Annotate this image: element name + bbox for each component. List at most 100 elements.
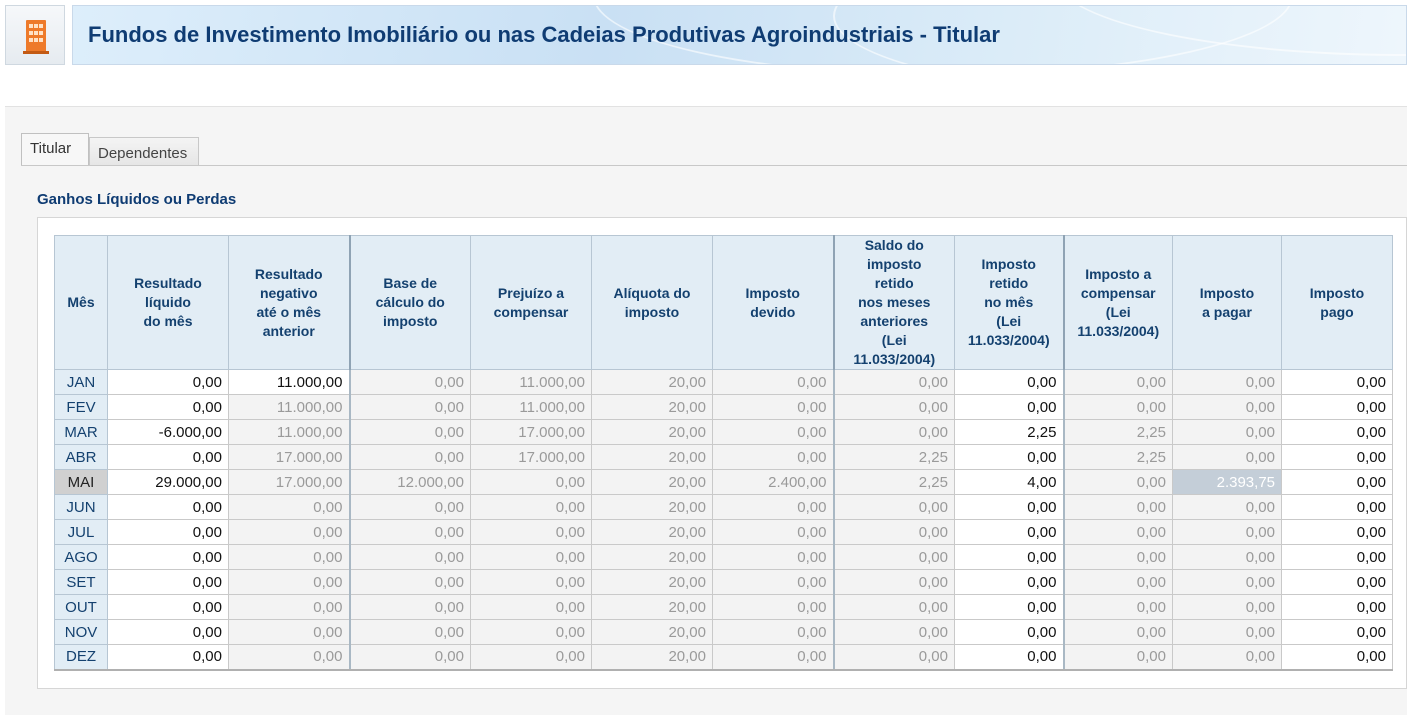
value-input-cell[interactable]: 0,00 [954, 544, 1064, 570]
table-row: OUT 0,00 0,00 0,00 0,00 20,00 0,00 0,00 0,00 0,00… [54, 594, 1393, 620]
value-cell: 0,00 [348, 644, 471, 671]
value-input-cell[interactable]: 0,00 [107, 644, 229, 671]
value-input-cell[interactable]: 0,00 [954, 519, 1064, 545]
value-input-cell[interactable]: 0,00 [954, 619, 1064, 645]
value-input-cell[interactable]: 0,00 [954, 494, 1064, 520]
value-cell: 0,00 [1062, 494, 1173, 520]
value-input-cell[interactable]: 0,00 [107, 394, 229, 420]
value-cell: 0,00 [1172, 419, 1282, 445]
value-input-cell[interactable]: 0,00 [954, 594, 1064, 620]
month-cell[interactable]: NOV [54, 619, 108, 645]
value-input-cell[interactable]: 0,00 [1281, 419, 1393, 445]
value-cell: 0,00 [1172, 394, 1282, 420]
value-input-cell[interactable]: -6.000,00 [107, 419, 229, 445]
value-cell: 20,00 [591, 444, 713, 470]
value-cell: 0,00 [228, 519, 350, 545]
month-cell[interactable]: AGO [54, 544, 108, 570]
value-cell: 0,00 [712, 444, 834, 470]
value-input-cell[interactable]: 0,00 [1281, 544, 1393, 570]
value-input-cell[interactable]: 0,00 [954, 369, 1064, 395]
value-cell: 0,00 [228, 619, 350, 645]
table-row: FEV 0,00 11.000,00 0,00 11.000,00 20,00 0,00 0,… [54, 394, 1393, 420]
value-input-cell[interactable]: 0,00 [1281, 569, 1393, 595]
value-input-cell[interactable]: 0,00 [1281, 594, 1393, 620]
value-cell: 2.393,75 [1172, 469, 1282, 495]
value-input-cell[interactable]: 0,00 [107, 519, 229, 545]
column-header: Imposto retido no mês (Lei 11.033/2004) [954, 235, 1064, 370]
value-cell: 0,00 [348, 594, 471, 620]
value-cell: 0,00 [348, 619, 471, 645]
value-input-cell[interactable]: 0,00 [107, 444, 229, 470]
column-header: Resultado negativo até o mês anterior [228, 235, 350, 370]
table-row: MAR -6.000,00 11.000,00 0,00 17.000,00 20,00 0… [54, 419, 1393, 445]
value-cell: 0,00 [348, 394, 471, 420]
value-input-cell[interactable]: 0,00 [954, 569, 1064, 595]
month-cell[interactable]: OUT [54, 594, 108, 620]
value-input-cell[interactable]: 0,00 [107, 619, 229, 645]
value-cell: 0,00 [832, 494, 955, 520]
column-header: Prejuízo a compensar [470, 235, 592, 370]
month-cell[interactable]: JAN [54, 369, 108, 395]
value-cell: 0,00 [832, 544, 955, 570]
value-cell: 0,00 [832, 394, 955, 420]
value-input-cell[interactable]: 29.000,00 [107, 469, 229, 495]
value-cell: 0,00 [832, 594, 955, 620]
month-cell[interactable]: ABR [54, 444, 108, 470]
table-row: ABR 0,00 17.000,00 0,00 17.000,00 20,00 0,00 2,… [54, 444, 1393, 470]
value-input-cell[interactable]: 0,00 [107, 569, 229, 595]
table-container: Mês Resultado líquido do mês Resultado neg… [37, 217, 1407, 689]
value-cell: 0,00 [1172, 619, 1282, 645]
value-input-cell[interactable]: 0,00 [1281, 644, 1393, 671]
value-cell: 0,00 [1062, 644, 1173, 671]
tab-dependentes[interactable]: Dependentes [89, 137, 199, 165]
value-input-cell[interactable]: 0,00 [107, 594, 229, 620]
header-row: Mês Resultado líquido do mês Resultado neg… [54, 235, 1393, 370]
value-input-cell[interactable]: 0,00 [1281, 469, 1393, 495]
value-cell: 11.000,00 [470, 394, 592, 420]
month-cell[interactable]: SET [54, 569, 108, 595]
value-cell: 0,00 [1172, 519, 1282, 545]
month-cell[interactable]: MAI [54, 469, 108, 495]
column-header: Imposto a pagar [1172, 235, 1282, 370]
value-cell: 0,00 [832, 619, 955, 645]
value-input-cell[interactable]: 0,00 [954, 394, 1064, 420]
tab-titular[interactable]: Titular [21, 133, 89, 166]
value-input-cell[interactable]: 0,00 [1281, 519, 1393, 545]
value-input-cell[interactable]: 11.000,00 [228, 369, 350, 395]
value-cell: 0,00 [1062, 394, 1173, 420]
value-input-cell[interactable]: 0,00 [1281, 494, 1393, 520]
value-cell: 0,00 [1062, 569, 1173, 595]
month-cell[interactable]: MAR [54, 419, 108, 445]
value-input-cell[interactable]: 0,00 [954, 444, 1064, 470]
value-cell: 2,25 [1062, 419, 1173, 445]
value-input-cell[interactable]: 0,00 [1281, 394, 1393, 420]
month-cell[interactable]: JUL [54, 519, 108, 545]
gains-panel: Ganhos Líquidos ou Perdas Mês Resultado l… [37, 187, 1407, 689]
value-cell: 0,00 [832, 644, 955, 671]
value-cell: 0,00 [712, 544, 834, 570]
value-cell: 0,00 [1172, 594, 1282, 620]
value-cell: 0,00 [348, 444, 471, 470]
value-cell: 2.400,00 [712, 469, 834, 495]
value-input-cell[interactable]: 4,00 [954, 469, 1064, 495]
month-cell[interactable]: FEV [54, 394, 108, 420]
value-cell: 11.000,00 [228, 419, 350, 445]
column-header: Imposto pago [1281, 235, 1393, 370]
value-cell: 0,00 [228, 594, 350, 620]
month-cell[interactable]: DEZ [54, 644, 108, 671]
value-cell: 0,00 [1172, 544, 1282, 570]
value-cell: 20,00 [591, 419, 713, 445]
value-input-cell[interactable]: 0,00 [1281, 369, 1393, 395]
value-input-cell[interactable]: 0,00 [107, 369, 229, 395]
gains-table: Mês Resultado líquido do mês Resultado neg… [54, 235, 1393, 671]
table-row: JUN 0,00 0,00 0,00 0,00 20,00 0,00 0,00 0,00 0,00… [54, 494, 1393, 520]
month-cell[interactable]: JUN [54, 494, 108, 520]
value-input-cell[interactable]: 2,25 [954, 419, 1064, 445]
value-input-cell[interactable]: 0,00 [1281, 444, 1393, 470]
value-input-cell[interactable]: 0,00 [954, 644, 1064, 671]
value-cell: 0,00 [348, 369, 471, 395]
value-cell: 17.000,00 [470, 419, 592, 445]
value-input-cell[interactable]: 0,00 [107, 494, 229, 520]
value-input-cell[interactable]: 0,00 [107, 544, 229, 570]
value-input-cell[interactable]: 0,00 [1281, 619, 1393, 645]
